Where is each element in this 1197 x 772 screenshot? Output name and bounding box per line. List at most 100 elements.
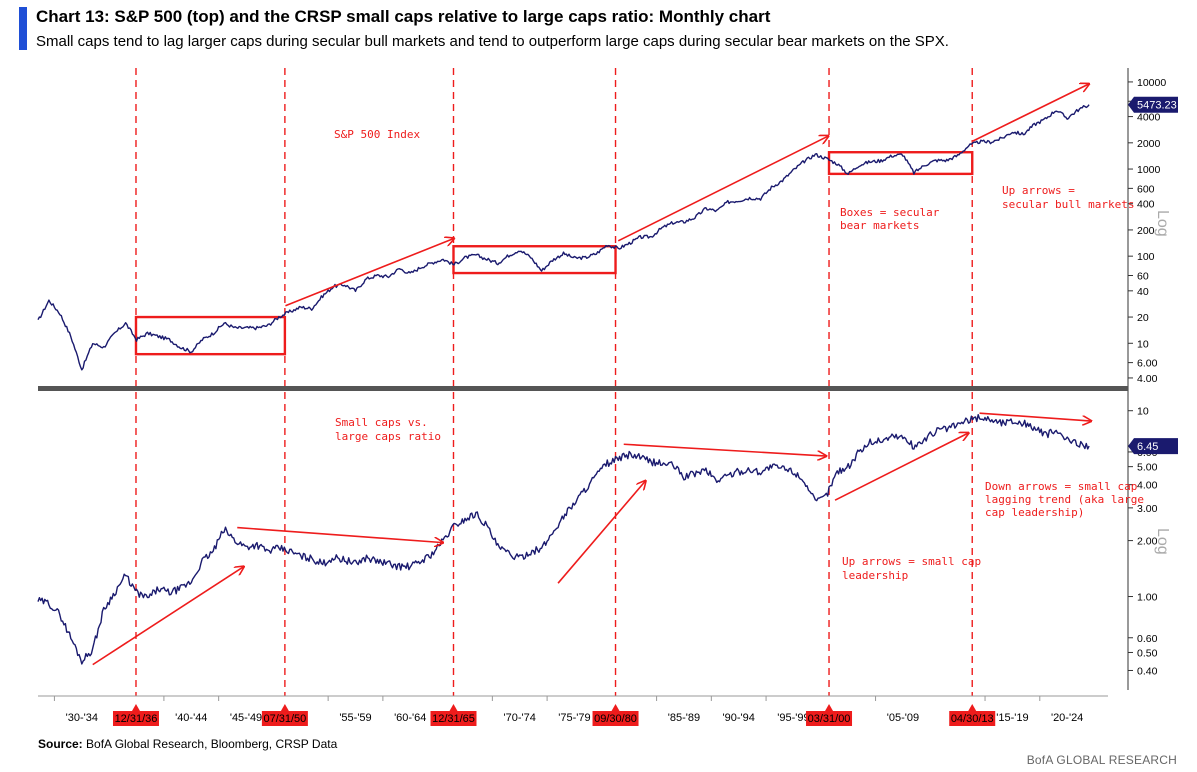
x-tick-label: '55-'59 bbox=[339, 712, 371, 724]
bottom-axis-title: Log bbox=[1154, 528, 1171, 555]
ratio-arrow-0 bbox=[92, 567, 244, 666]
bottom-tick-label: 10 bbox=[1137, 406, 1149, 418]
bull-arrow-1 bbox=[617, 136, 828, 242]
top-tick-label: 2000 bbox=[1137, 138, 1161, 150]
date-badge-label: 07/31/50 bbox=[263, 713, 306, 725]
series-lines bbox=[37, 104, 1090, 665]
large-cap-leadership-note: Down arrows = small cap bbox=[985, 480, 1137, 493]
date-badge-bg bbox=[261, 711, 308, 726]
axes: 1000060004000200010006004002001006040201… bbox=[38, 68, 1178, 726]
panel-divider bbox=[38, 386, 1128, 391]
date-badge-pointer bbox=[280, 704, 289, 711]
spx-line bbox=[37, 104, 1090, 371]
date-badge-bg bbox=[949, 711, 996, 726]
bottom-tick-label: 0.40 bbox=[1137, 665, 1158, 677]
bear-market-boxes bbox=[134, 151, 974, 356]
top-tick-label: 100 bbox=[1137, 251, 1155, 263]
ratio-arrow-2 bbox=[557, 481, 646, 584]
trend-arrows bbox=[92, 84, 1092, 666]
vertical-date-lines bbox=[135, 68, 973, 696]
bull-arrow-0 bbox=[285, 238, 454, 307]
boxes-note-line: Boxes = secular bbox=[840, 206, 940, 219]
top-axis-title: Log bbox=[1154, 210, 1171, 237]
chart-subtitle: Small caps tend to lag larger caps durin… bbox=[36, 33, 949, 50]
date-badge-pointer bbox=[131, 704, 140, 711]
x-tick-label: '90-'94 bbox=[723, 712, 755, 724]
bull-arrow-2 bbox=[972, 84, 1089, 142]
date-badge-2: 12/31/65 bbox=[430, 704, 477, 726]
date-badge-label: 09/30/80 bbox=[594, 713, 637, 725]
x-tick-label: '05-'09 bbox=[887, 712, 919, 724]
bottom-tick-label: 4.00 bbox=[1137, 480, 1158, 492]
date-badge-4: 03/31/00 bbox=[806, 704, 853, 726]
top-tick-label: 20 bbox=[1137, 312, 1149, 324]
date-badge-0: 12/31/36 bbox=[112, 704, 159, 726]
small-cap-leadership-note: leadership bbox=[842, 569, 908, 582]
spx-last-badge-label: 5473.23 bbox=[1137, 100, 1177, 112]
date-badge-label: 12/31/65 bbox=[432, 713, 475, 725]
spx-last-badge-bg bbox=[1128, 96, 1178, 113]
spx-last-badge: 5473.23 bbox=[1128, 96, 1178, 113]
top-tick-label: 4000 bbox=[1137, 112, 1161, 124]
bear-box-0 bbox=[134, 315, 287, 356]
title-accent-bar bbox=[19, 7, 27, 50]
ratio-last-badge-bg bbox=[1128, 438, 1178, 455]
x-tick-label: '95-'99 bbox=[777, 712, 809, 724]
top-tick-label: 4.00 bbox=[1137, 373, 1158, 385]
bottom-tick-label: 2.00 bbox=[1137, 536, 1158, 548]
x-tick-label: '45-'49 bbox=[230, 712, 262, 724]
x-tick-label: '40-'44 bbox=[175, 712, 207, 724]
large-cap-leadership-note: cap leadership) bbox=[985, 506, 1084, 519]
top-tick-label: 200 bbox=[1137, 225, 1155, 237]
date-badge-1: 07/31/50 bbox=[261, 704, 308, 726]
ratio-arrow-5 bbox=[979, 412, 1092, 421]
ratio-series-title: Small caps vs. bbox=[335, 416, 428, 429]
bottom-tick-label: 0.60 bbox=[1137, 633, 1158, 645]
bear-box-1 bbox=[452, 245, 617, 275]
ratio-series-title: large caps ratio bbox=[335, 430, 441, 443]
up-arrows-note-line: Up arrows = bbox=[1002, 184, 1075, 197]
bottom-tick-label: 1.00 bbox=[1137, 592, 1158, 604]
source-note: Source: BofA Global Research, Bloomberg,… bbox=[38, 737, 338, 751]
chart-title: Chart 13: S&P 500 (top) and the CRSP sma… bbox=[36, 7, 771, 26]
date-badge-bg bbox=[112, 711, 159, 726]
date-badge-label: 04/30/13 bbox=[951, 713, 994, 725]
date-badge-5: 04/30/13 bbox=[949, 704, 996, 726]
top-tick-label: 10 bbox=[1137, 338, 1149, 350]
top-tick-label: 60 bbox=[1137, 270, 1149, 282]
date-badge-bg bbox=[430, 711, 477, 726]
up-arrows-note-line: secular bull markets bbox=[1002, 198, 1134, 211]
ratio-arrow-3 bbox=[623, 443, 827, 456]
date-badge-label: 03/31/00 bbox=[808, 713, 851, 725]
bear-box-2 bbox=[827, 151, 974, 176]
ratio-arrow-4 bbox=[834, 433, 969, 501]
top-tick-label: 400 bbox=[1137, 199, 1155, 211]
x-tick-label: '60-'64 bbox=[394, 712, 426, 724]
top-tick-label: 6.00 bbox=[1137, 358, 1158, 370]
bottom-tick-label: 5.00 bbox=[1137, 462, 1158, 474]
date-badge-pointer bbox=[611, 704, 620, 711]
small-large-ratio-line bbox=[37, 414, 1090, 665]
x-tick-label: '70-'74 bbox=[504, 712, 536, 724]
date-badge-bg bbox=[806, 711, 853, 726]
ratio-last-badge-label: 6.45 bbox=[1137, 441, 1158, 453]
date-badge-pointer bbox=[449, 704, 458, 711]
top-tick-label: 10000 bbox=[1137, 77, 1166, 89]
boxes-note-line: bear markets bbox=[840, 219, 919, 232]
bottom-tick-label: 0.50 bbox=[1137, 647, 1158, 659]
spx-series-title: S&P 500 Index bbox=[334, 128, 420, 141]
small-cap-leadership-note: Up arrows = small cap bbox=[842, 555, 981, 568]
large-cap-leadership-note: lagging trend (aka large bbox=[985, 493, 1144, 506]
date-badge-pointer bbox=[968, 704, 977, 711]
bottom-tick-label: 3.00 bbox=[1137, 503, 1158, 515]
x-tick-label: '30-'34 bbox=[66, 712, 98, 724]
x-tick-label: '20-'24 bbox=[1051, 712, 1083, 724]
top-tick-label: 1000 bbox=[1137, 164, 1161, 176]
date-badge-bg bbox=[592, 711, 639, 726]
ratio-arrow-1 bbox=[237, 526, 443, 543]
x-tick-label: '85-'89 bbox=[668, 712, 700, 724]
brand-footer: BofA GLOBAL RESEARCH bbox=[1026, 753, 1177, 767]
x-tick-label: '15-'19 bbox=[996, 712, 1028, 724]
